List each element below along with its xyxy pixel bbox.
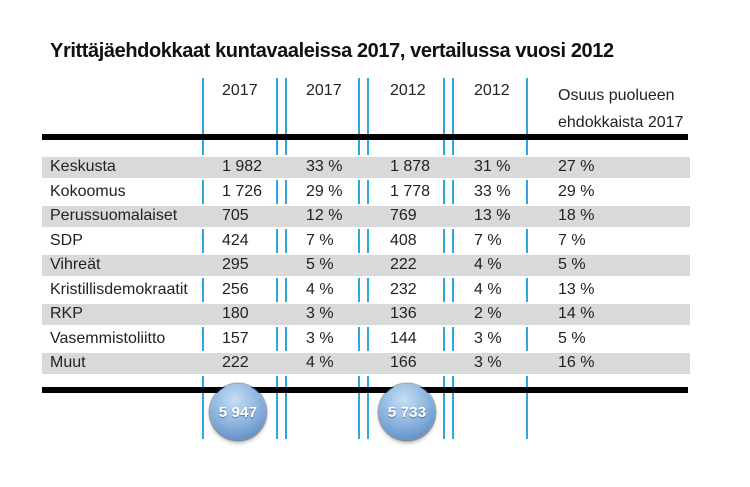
pct-2017-cell: 4 %: [306, 280, 334, 298]
party-name-cell: Muut: [50, 354, 86, 372]
pct-2017-cell: 5 %: [306, 256, 334, 274]
total-2012-badge: 5 733: [379, 384, 435, 440]
table-row: RKP 180 3 % 136 2 % 14 %: [42, 302, 690, 327]
share-2017-cell: 27 %: [558, 158, 595, 176]
header-rule: [42, 134, 688, 140]
count-2012-cell: 232: [390, 280, 417, 298]
pct-2017-cell: 12 %: [306, 207, 343, 225]
share-2017-cell: 29 %: [558, 182, 595, 200]
column-header-2012-pct: 2012: [474, 82, 510, 99]
count-2012-cell: 144: [390, 329, 417, 347]
pct-2012-cell: 3 %: [474, 329, 502, 347]
count-2017-cell: 424: [222, 231, 249, 249]
table-rows: Keskusta 1 982 33 % 1 878 31 % 27 % Kokoomus 1 …: [42, 155, 690, 376]
total-2017-value: 5 947: [218, 403, 258, 421]
table-row: Muut 222 4 % 166 3 % 16 %: [42, 351, 690, 376]
share-2017-cell: 18 %: [558, 207, 595, 225]
column-header-share: Osuus puolueen ehdokkaista 2017: [558, 82, 683, 136]
share-2017-cell: 16 %: [558, 354, 595, 372]
count-2017-cell: 705: [222, 207, 249, 225]
count-2017-cell: 295: [222, 256, 249, 274]
pct-2017-cell: 3 %: [306, 305, 334, 323]
pct-2012-cell: 3 %: [474, 354, 502, 372]
column-header-2012-count: 2012: [390, 82, 426, 99]
pct-2012-cell: 4 %: [474, 280, 502, 298]
count-2012-cell: 1 778: [390, 182, 431, 200]
party-name-cell: Kristillisdemokraatit: [50, 280, 188, 298]
column-header-share-line2: ehdokkaista 2017: [558, 114, 684, 131]
count-2017-cell: 157: [222, 329, 249, 347]
pct-2017-cell: 7 %: [306, 231, 334, 249]
table-row: Perussuomalaiset 705 12 % 769 13 % 18 %: [42, 204, 690, 229]
party-name-cell: Keskusta: [50, 158, 116, 176]
count-2012-cell: 769: [390, 207, 417, 225]
count-2017-cell: 1 726: [222, 182, 263, 200]
pct-2017-cell: 33 %: [306, 158, 343, 176]
pct-2017-cell: 3 %: [306, 329, 334, 347]
share-2017-cell: 13 %: [558, 280, 595, 298]
party-name-cell: SDP: [50, 231, 83, 249]
count-2017-cell: 180: [222, 305, 249, 323]
column-header-2017-count: 2017: [222, 82, 258, 99]
count-2012-cell: 136: [390, 305, 417, 323]
pct-2012-cell: 7 %: [474, 231, 502, 249]
pct-2012-cell: 2 %: [474, 305, 502, 323]
pct-2017-cell: 29 %: [306, 182, 343, 200]
table-row: Vihreät 295 5 % 222 4 % 5 %: [42, 253, 690, 278]
share-2017-cell: 5 %: [558, 256, 586, 274]
table-row: Vasemmistoliitto 157 3 % 144 3 % 5 %: [42, 327, 690, 352]
party-name-cell: Kokoomus: [50, 182, 126, 200]
table-row: SDP 424 7 % 408 7 % 7 %: [42, 229, 690, 254]
count-2012-cell: 1 878: [390, 158, 431, 176]
party-name-cell: RKP: [50, 305, 83, 323]
party-name-cell: Perussuomalaiset: [50, 207, 178, 225]
pct-2012-cell: 31 %: [474, 158, 511, 176]
party-name-cell: Vihreät: [50, 256, 101, 274]
table-row: Kokoomus 1 726 29 % 1 778 33 % 29 %: [42, 180, 690, 205]
table-row: Keskusta 1 982 33 % 1 878 31 % 27 %: [42, 155, 690, 180]
count-2017-cell: 1 982: [222, 158, 263, 176]
share-2017-cell: 7 %: [558, 231, 586, 249]
share-2017-cell: 14 %: [558, 305, 595, 323]
count-2017-cell: 256: [222, 280, 249, 298]
count-2017-cell: 222: [222, 354, 249, 372]
total-2012-value: 5 733: [387, 403, 427, 421]
pct-2012-cell: 4 %: [474, 256, 502, 274]
count-2012-cell: 166: [390, 354, 417, 372]
table-row: Kristillisdemokraatit 256 4 % 232 4 % 13 %: [42, 278, 690, 303]
footer-rule: [42, 387, 688, 393]
share-2017-cell: 5 %: [558, 329, 586, 347]
total-2017-badge: 5 947: [210, 384, 266, 440]
column-header-share-line1: Osuus puolueen: [558, 87, 675, 104]
count-2012-cell: 222: [390, 256, 417, 274]
pct-2012-cell: 13 %: [474, 207, 511, 225]
count-2012-cell: 408: [390, 231, 417, 249]
party-name-cell: Vasemmistoliitto: [50, 329, 166, 347]
pct-2012-cell: 33 %: [474, 182, 511, 200]
page-title: Yrittäjäehdokkaat kuntavaaleissa 2017, v…: [50, 40, 614, 62]
pct-2017-cell: 4 %: [306, 354, 334, 372]
column-header-2017-pct: 2017: [306, 82, 342, 99]
